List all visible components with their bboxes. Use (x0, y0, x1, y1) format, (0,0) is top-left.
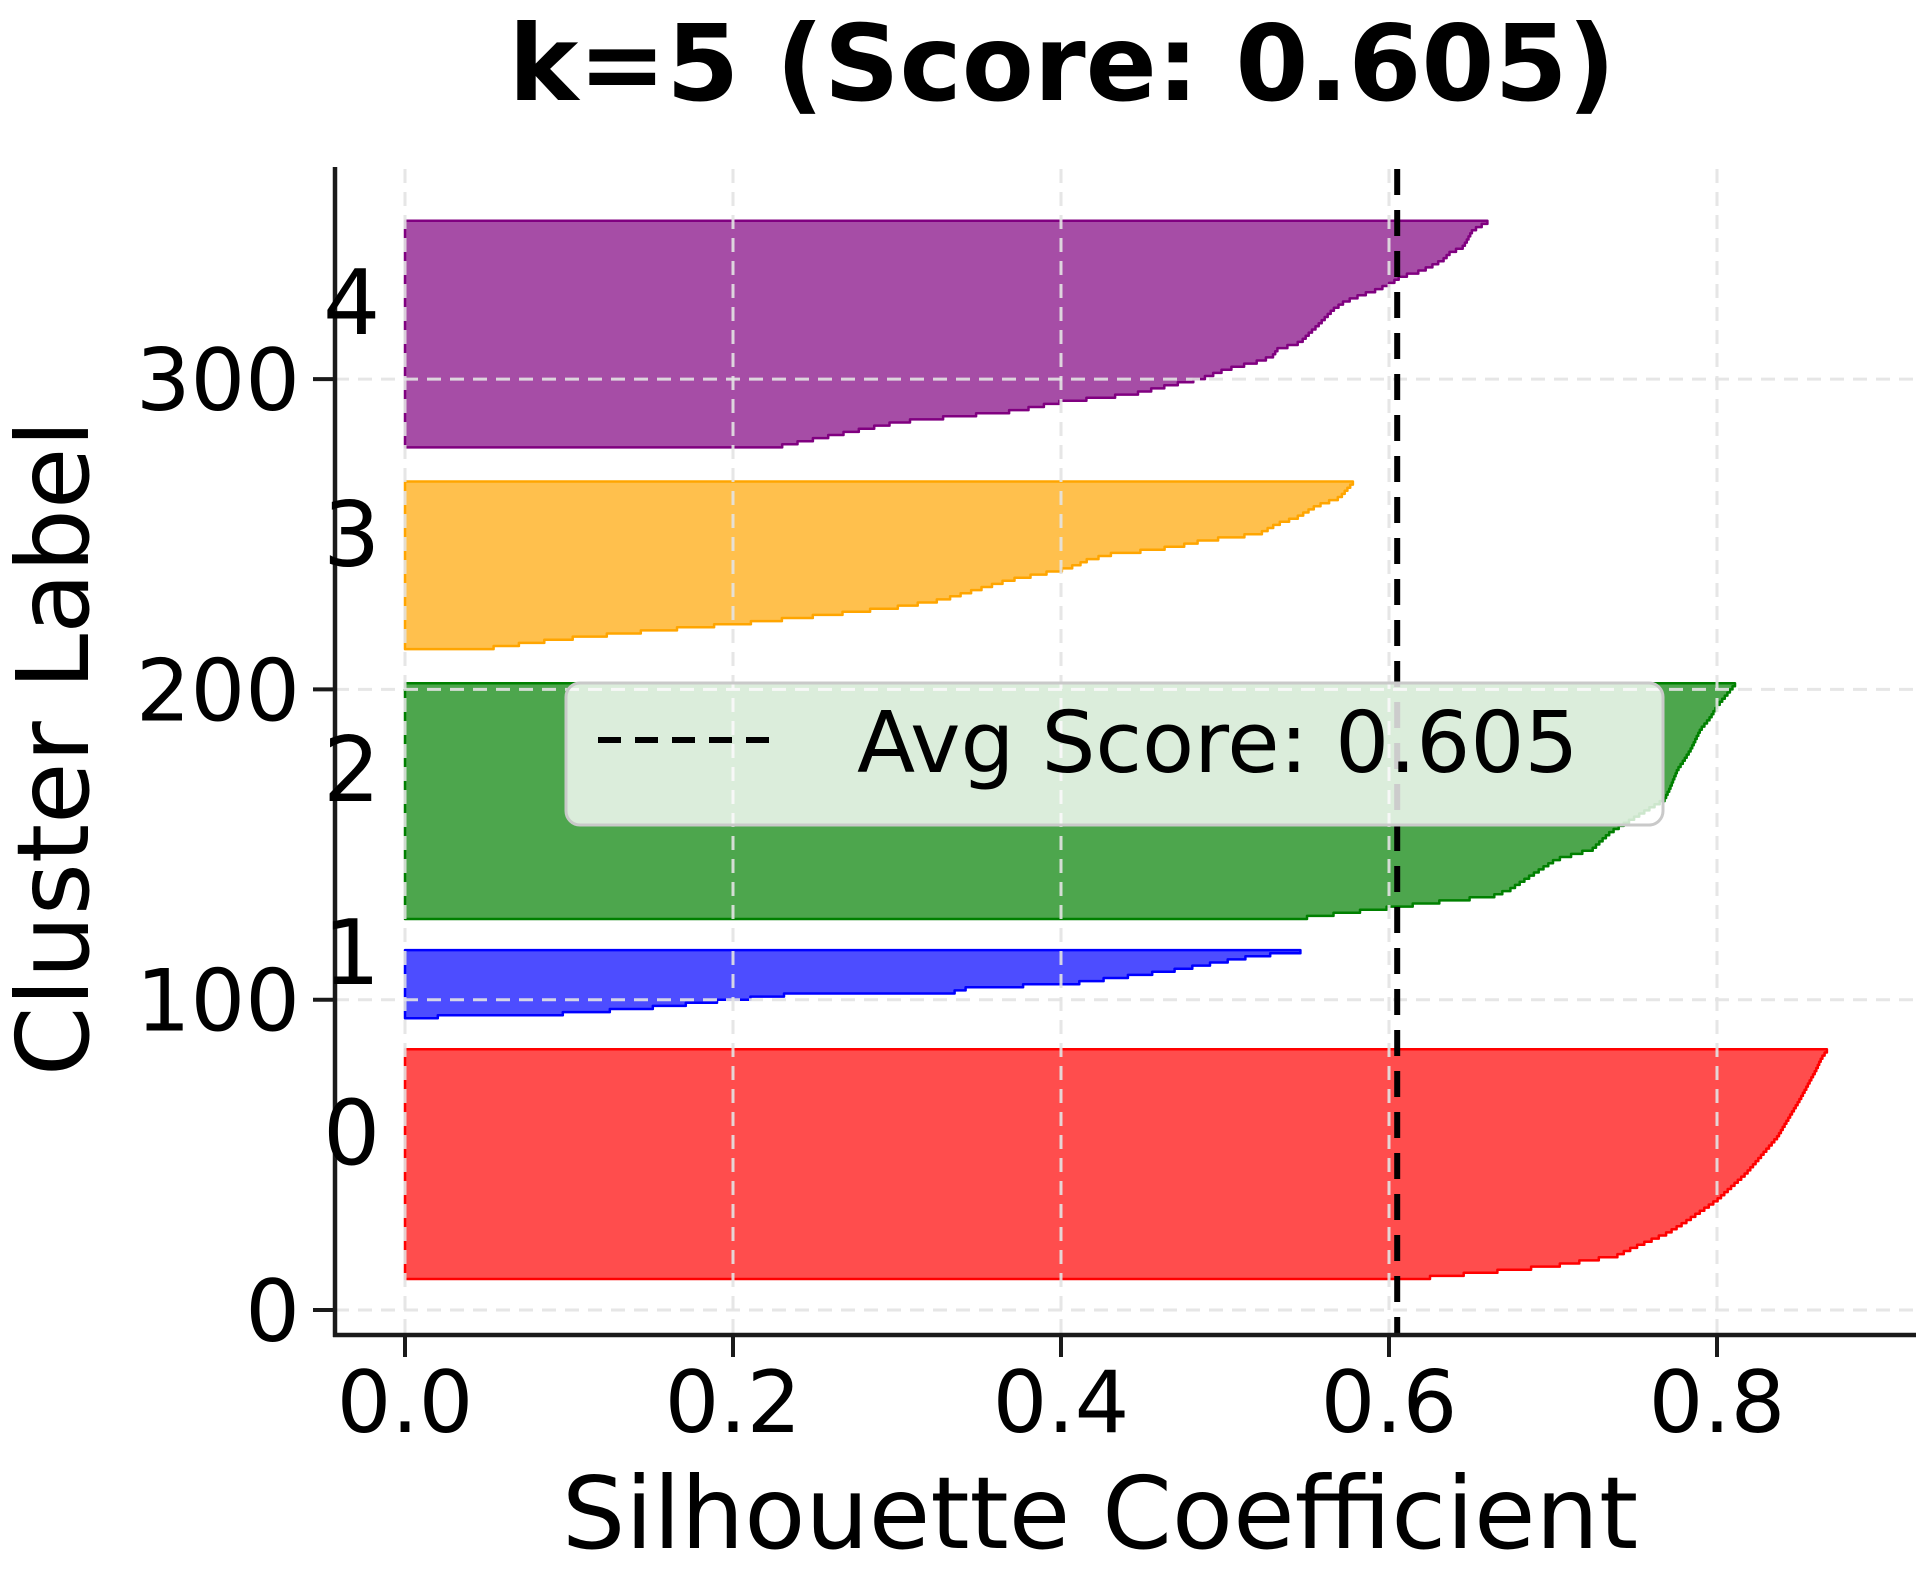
x-tick-label-0.2: 0.2 (665, 1353, 802, 1453)
cluster-label-0: 0 (323, 1081, 380, 1186)
cluster-area-1 (403, 948, 1302, 1020)
cluster-label-3: 3 (323, 482, 380, 587)
cluster-label-2: 2 (323, 718, 380, 823)
cluster-area-4 (403, 219, 1489, 449)
y-tick-label-100: 100 (136, 952, 300, 1052)
x-tick-label-0.8: 0.8 (1649, 1353, 1786, 1453)
cluster-area-3 (403, 480, 1355, 651)
legend: Avg Score: 0.605 (564, 681, 1665, 827)
x-tick-label-0.0: 0.0 (337, 1353, 474, 1453)
y-axis-label: Cluster Label (0, 420, 112, 1077)
cluster-area-0 (403, 1048, 1829, 1281)
axes-spines (332, 167, 1916, 1338)
x-tick-label-0.4: 0.4 (993, 1353, 1130, 1453)
plot-title: k=5 (Score: 0.605) (508, 3, 1615, 125)
legend-box (564, 681, 1665, 827)
cluster-label-1: 1 (323, 901, 380, 1006)
y-tick-label-300: 300 (136, 331, 300, 431)
cluster-label-4: 4 (323, 251, 380, 356)
legend-label: Avg Score: 0.605 (857, 694, 1579, 793)
y-tick-label-0: 0 (245, 1262, 300, 1362)
x-tick-label-0.6: 0.6 (1321, 1353, 1458, 1453)
x-axis-label: Silhouette Coefficient (562, 1455, 1638, 1572)
y-tick-label-200: 200 (136, 641, 300, 741)
cluster-labels-layer: 0 1 2 3 4 (323, 251, 380, 1186)
